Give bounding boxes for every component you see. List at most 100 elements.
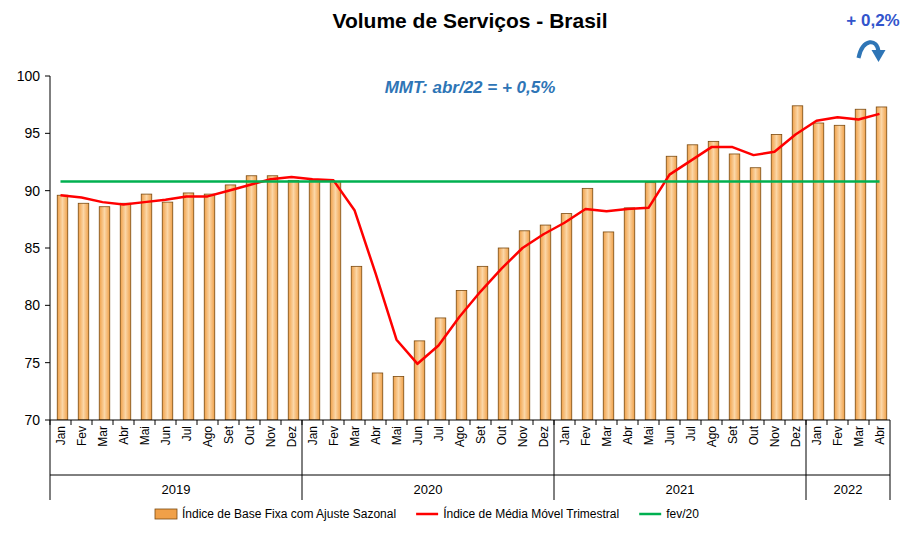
bar [687, 145, 698, 420]
x-tick-label: Jan [558, 426, 572, 445]
bar [288, 180, 299, 420]
bar [309, 180, 320, 420]
annotation: MMT: abr/22 = + 0,5% [385, 78, 556, 97]
x-tick-label: Set [726, 425, 740, 444]
y-tick-label: 95 [24, 125, 40, 141]
x-tick [491, 420, 492, 425]
bar [393, 376, 404, 420]
line-series [61, 180, 880, 183]
annotation-arrowhead [872, 50, 886, 62]
y-tick [45, 76, 50, 77]
x-tick [764, 420, 765, 425]
bar [57, 195, 68, 420]
bar [120, 203, 131, 420]
x-tick-label: Ago [705, 426, 719, 448]
y-tick-label: 70 [24, 412, 40, 428]
bar [813, 123, 824, 420]
y-tick [45, 190, 50, 191]
y-tick-label: 85 [24, 240, 40, 256]
x-tick-label: Jan [306, 426, 320, 445]
x-tick-label: Out [243, 425, 257, 445]
legend-label: fev/20 [666, 507, 699, 521]
legend-swatch [639, 513, 661, 516]
x-tick [386, 420, 387, 425]
legend-swatch [416, 513, 438, 516]
y-tick-label: 100 [17, 68, 41, 84]
bar [771, 134, 782, 420]
bar [414, 341, 425, 420]
x-tick-label: Mai [642, 426, 656, 445]
year-label: 2021 [666, 482, 695, 497]
x-tick [533, 420, 534, 425]
y-tick-label: 75 [24, 355, 40, 371]
group-separator [50, 420, 51, 500]
bar [834, 125, 845, 420]
x-tick [449, 420, 450, 425]
legend-swatch [155, 509, 177, 519]
group-separator [890, 420, 891, 500]
legend-item: Índice de Base Fixa com Ajuste Sazonal [155, 506, 396, 521]
x-tick [869, 420, 870, 425]
bar [246, 176, 257, 420]
x-tick [218, 420, 219, 425]
x-tick-label: Fev [831, 426, 845, 446]
bar [267, 176, 278, 420]
x-tick-label: Mai [138, 426, 152, 445]
x-tick [743, 420, 744, 425]
title: Volume de Serviços - Brasil [332, 9, 607, 32]
bar [78, 203, 89, 420]
x-tick [722, 420, 723, 425]
x-tick [176, 420, 177, 425]
x-tick [365, 420, 366, 425]
bar [876, 107, 887, 420]
y-tick [45, 248, 50, 249]
bar [792, 106, 803, 420]
x-tick-label: Jul [432, 426, 446, 441]
x-tick [848, 420, 849, 425]
bar [666, 156, 677, 420]
x-tick-label: Nov [768, 426, 782, 447]
x-tick [260, 420, 261, 425]
bar [582, 188, 593, 420]
x-tick-label: Nov [516, 426, 530, 447]
y-axis [50, 76, 51, 420]
legend-item: Índice de Média Móvel Trimestral [416, 506, 619, 521]
x-tick-label: Jan [810, 426, 824, 445]
year-label: 2019 [162, 482, 191, 497]
x-tick-label: Jun [159, 426, 173, 445]
x-tick [428, 420, 429, 425]
x-tick-label: Jun [411, 426, 425, 445]
x-tick-label: Abr [369, 426, 383, 445]
bar [624, 208, 635, 420]
bar [708, 141, 719, 420]
bar [99, 207, 110, 420]
x-tick-label: Out [495, 425, 509, 445]
bar [750, 168, 761, 420]
x-tick [92, 420, 93, 425]
x-tick-label: Jul [180, 426, 194, 441]
x-tick [617, 420, 618, 425]
year-label: 2020 [414, 482, 443, 497]
x-tick [113, 420, 114, 425]
bar [435, 318, 446, 420]
x-tick-label: Ago [201, 426, 215, 448]
x-tick [134, 420, 135, 425]
x-tick-label: Dez [789, 426, 803, 447]
x-tick [470, 420, 471, 425]
x-tick-label: Mar [348, 426, 362, 447]
x-tick-label: Mar [96, 426, 110, 447]
legend-label: Índice de Média Móvel Trimestral [443, 506, 619, 521]
x-tick-label: Jul [684, 426, 698, 441]
x-tick-label: Abr [117, 426, 131, 445]
x-tick-label: Set [222, 425, 236, 444]
x-tick [71, 420, 72, 425]
bar [561, 214, 572, 420]
x-tick-label: Abr [873, 426, 887, 445]
x-tick [239, 420, 240, 425]
bar [855, 109, 866, 420]
x-tick-label: Jun [663, 426, 677, 445]
bar [225, 185, 236, 420]
group-line [50, 475, 890, 476]
y-tick [45, 362, 50, 363]
x-tick [785, 420, 786, 425]
